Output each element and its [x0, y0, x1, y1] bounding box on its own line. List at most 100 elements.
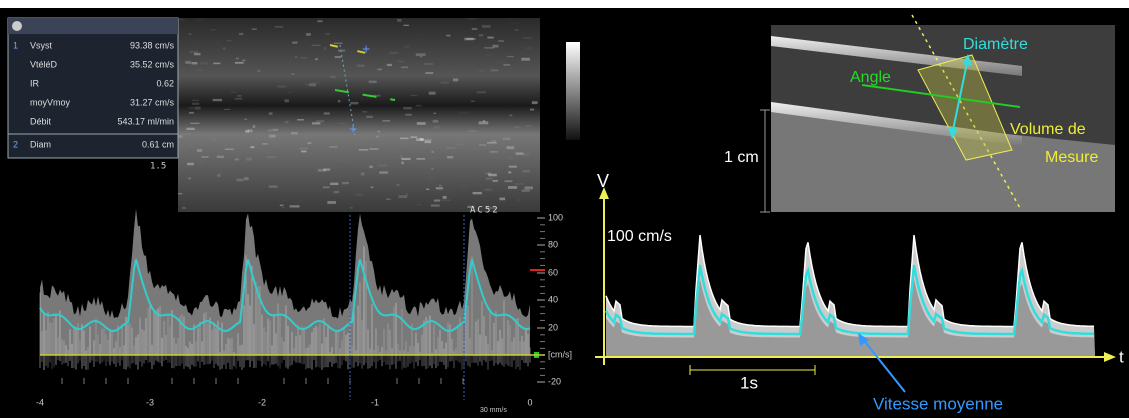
speckle-dot	[429, 157, 436, 158]
row-label: moyVmoy	[30, 97, 71, 107]
speckle-dot	[420, 56, 423, 58]
speckle-dot	[279, 204, 284, 207]
speckle-dot	[193, 52, 201, 56]
speckle-dot	[308, 83, 317, 87]
row-label: IR	[30, 78, 40, 88]
speckle-dot	[438, 83, 447, 84]
gate-marker	[329, 44, 376, 56]
speckle-dot	[234, 158, 240, 161]
speckle-dot	[425, 72, 434, 74]
speckle-dot	[256, 138, 263, 140]
speckle-dot	[463, 185, 466, 188]
speckle-dot	[435, 187, 444, 190]
speckle-dot	[432, 119, 439, 123]
speckle-dot	[401, 66, 409, 69]
speckle-dot	[284, 120, 289, 124]
speckle-dot	[327, 201, 336, 204]
vessel-wall	[771, 36, 1022, 76]
speckle-dot	[476, 91, 486, 94]
speckle-dot	[379, 171, 389, 174]
row-value: 0.61 cm	[142, 139, 174, 149]
speckle-dot	[386, 63, 392, 67]
speckle-dot	[401, 157, 411, 161]
speckle-dot	[299, 147, 309, 149]
time-tick-label: -1	[371, 397, 379, 407]
velocity-tick-label: 80	[548, 239, 558, 249]
speckle-dot	[471, 100, 475, 102]
speckle-dot	[458, 111, 468, 114]
tissue	[771, 110, 1115, 212]
speckle-dot	[330, 182, 339, 186]
speckle-dot	[244, 118, 248, 120]
caliper: +	[362, 41, 370, 57]
speckle-dot	[322, 186, 330, 189]
speckle-dot	[330, 75, 336, 78]
speckle-dot	[179, 19, 185, 21]
speckle-dot	[415, 104, 422, 107]
speckle-dot	[307, 120, 309, 122]
speckle-dot	[268, 112, 273, 115]
speckle-dot	[431, 168, 434, 170]
speckle-dot	[297, 119, 304, 121]
speckle-dot	[508, 18, 511, 20]
speckle-dot	[292, 41, 298, 44]
speckle-dot	[311, 44, 321, 47]
panel-rows: 1 Vsyst 93.38 cm/s VtéléD 35.52 cm/s IR 0.62 mo…	[8, 40, 178, 149]
speckle-dot	[429, 51, 432, 53]
speckle-dot	[424, 63, 434, 65]
speckle-dot	[196, 68, 203, 72]
speckle-dot	[416, 157, 426, 160]
speckle-dot	[244, 177, 249, 181]
speckle-dot	[190, 144, 193, 147]
speckle-dot	[192, 102, 200, 105]
speckle-dot	[217, 173, 221, 177]
speckle-dot	[355, 193, 363, 196]
speckle-dot	[267, 129, 273, 132]
speckle-dot	[522, 153, 530, 156]
speckle-dot	[446, 34, 451, 37]
row-label: Vsyst	[30, 40, 53, 50]
speckle-dot	[478, 34, 484, 37]
speckle-dot	[198, 161, 203, 163]
speckle-dot	[188, 107, 196, 109]
speckle-dot	[245, 157, 253, 161]
speckle-dot	[524, 125, 533, 127]
speckle-dot	[338, 159, 345, 161]
speckle-dot	[291, 132, 298, 135]
caliper: +	[349, 121, 357, 137]
speckle-dot	[323, 47, 327, 51]
speckle-dot	[415, 53, 426, 57]
speckle-dot	[199, 61, 209, 65]
speckle-dot	[450, 70, 452, 71]
speckle-dot	[277, 85, 286, 88]
speckle-dot	[195, 106, 201, 110]
speckle-dot	[269, 134, 276, 138]
speckle-dot	[452, 78, 459, 82]
speckle-dot	[311, 81, 320, 84]
mean-trace	[604, 264, 1095, 336]
speckle-dot	[191, 61, 198, 65]
speckle-dot	[377, 68, 383, 71]
arrow-head	[599, 187, 609, 199]
arrow-head	[962, 54, 972, 66]
time-scale-label: 1s	[740, 373, 758, 392]
speckle-dot	[274, 25, 284, 28]
speckle-dot	[478, 121, 489, 125]
row-label: Débit	[30, 116, 52, 126]
speckle-dot	[304, 83, 309, 86]
v-axis-label: V	[597, 171, 609, 191]
time-tick-label: 0	[527, 397, 532, 407]
speckle-dot	[426, 188, 430, 191]
speckle-dot	[288, 92, 293, 94]
speckle-dot	[350, 61, 352, 62]
speckle-dot	[508, 186, 518, 189]
speckle-dot	[366, 115, 373, 118]
speckle-dot	[430, 204, 440, 207]
time-tick-label: -3	[146, 397, 154, 407]
doppler-spectrum: 100 80 60 40 20 [cm/s] -20 -4 -3 -2 -1 0	[36, 208, 572, 407]
mean-velocity-label: Vitesse moyenne	[873, 394, 1003, 413]
arrow-head	[1104, 352, 1116, 362]
speckle-dot	[181, 132, 191, 135]
speckle-dot	[358, 148, 369, 151]
